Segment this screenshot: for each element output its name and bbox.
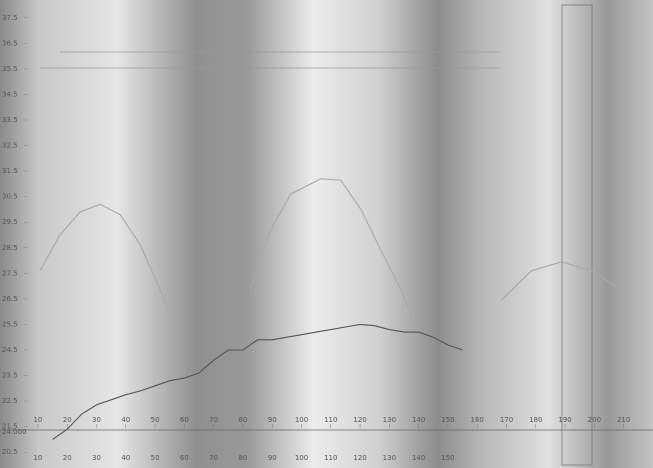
- x2-tick-label: 100: [295, 454, 308, 462]
- x-tick-label: 90: [268, 416, 277, 424]
- x-tick-label: 100: [295, 416, 308, 424]
- y-tick-label: 22.5: [2, 397, 18, 405]
- x-tick-label: 150: [441, 416, 454, 424]
- x2-tick-label: 40: [121, 454, 130, 462]
- y-tick-label: 33.5: [2, 116, 18, 124]
- y-tick-label: 34.5: [2, 90, 18, 98]
- x-tick-label: 170: [500, 416, 513, 424]
- x2-tick-label: 110: [324, 454, 337, 462]
- x-tick-label: 180: [529, 416, 542, 424]
- y-tick-label: 26.5: [2, 295, 18, 303]
- y-tick-label: 30.5: [2, 193, 18, 201]
- x2-tick-label: 80: [238, 454, 247, 462]
- x2-tick-label: 120: [353, 454, 366, 462]
- x-tick-label: 60: [180, 416, 189, 424]
- y-tick-label: 36.5: [2, 39, 18, 47]
- y-tick-label: 35.5: [2, 65, 18, 73]
- y-tick-label: 25.5: [2, 320, 18, 328]
- x-tick-label: 120: [353, 416, 366, 424]
- x-tick-label: 160: [471, 416, 484, 424]
- x-tick-label: 30: [92, 416, 101, 424]
- x2-tick-label: 70: [209, 454, 218, 462]
- chart: 24.000 20.521.522.523.524.525.526.527.52…: [0, 0, 653, 468]
- x-tick-label: 130: [383, 416, 396, 424]
- x-tick-label: 110: [324, 416, 337, 424]
- x2-tick-label: 20: [63, 454, 72, 462]
- y-tick-label: 27.5: [2, 269, 18, 277]
- y-tick-label: 23.5: [2, 372, 18, 380]
- x2-tick-label: 150: [441, 454, 454, 462]
- x-tick-label: 80: [238, 416, 247, 424]
- x-tick-label: 200: [588, 416, 601, 424]
- x-tick-label: 210: [617, 416, 630, 424]
- x2-tick-label: 50: [151, 454, 160, 462]
- background: [0, 0, 653, 468]
- x-tick-label: 20: [63, 416, 72, 424]
- y-tick-label: 20.5: [2, 448, 18, 456]
- x-tick-label: 70: [209, 416, 218, 424]
- x2-tick-label: 60: [180, 454, 189, 462]
- y-tick-label: 24.5: [2, 346, 18, 354]
- x2-tick-label: 140: [412, 454, 425, 462]
- x-tick-label: 50: [151, 416, 160, 424]
- x-tick-label: 190: [558, 416, 571, 424]
- x-tick-label: 140: [412, 416, 425, 424]
- x2-tick-label: 90: [268, 454, 277, 462]
- x-tick-label: 40: [121, 416, 130, 424]
- y-tick-label: 31.5: [2, 167, 18, 175]
- y-tick-label: 21.5: [2, 423, 18, 431]
- x-tick-label: 10: [33, 416, 42, 424]
- x2-tick-label: 10: [33, 454, 42, 462]
- y-tick-label: 29.5: [2, 218, 18, 226]
- x2-tick-label: 130: [383, 454, 396, 462]
- y-tick-label: 37.5: [2, 14, 18, 22]
- y-tick-label: 28.5: [2, 244, 18, 252]
- y-tick-label: 32.5: [2, 142, 18, 150]
- x2-tick-label: 30: [92, 454, 101, 462]
